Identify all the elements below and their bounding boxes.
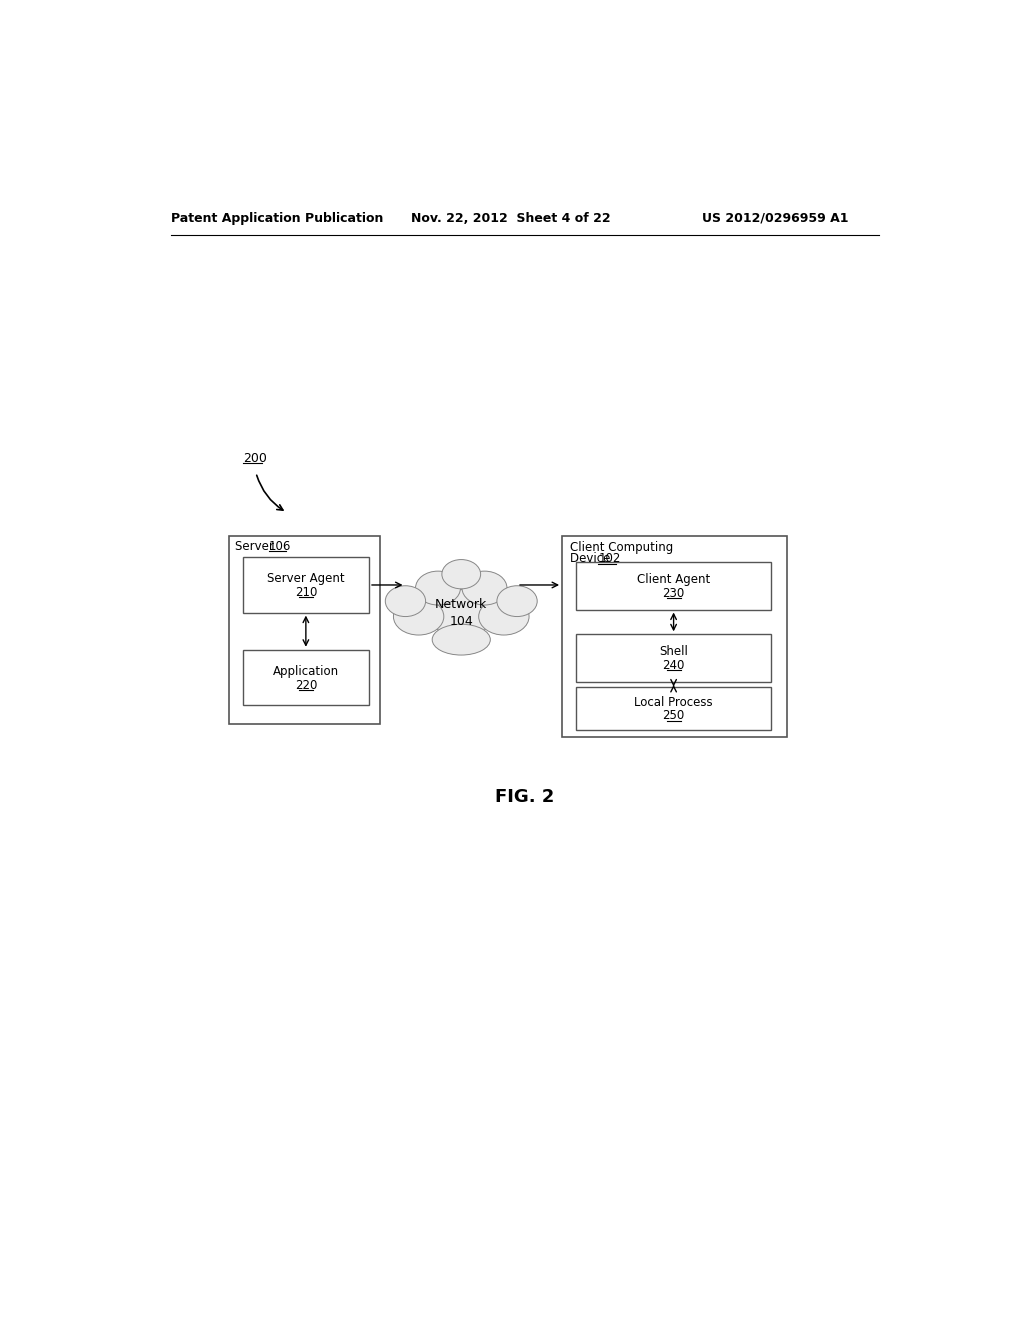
Ellipse shape <box>385 586 426 616</box>
Text: 200: 200 <box>243 453 266 465</box>
Ellipse shape <box>416 572 461 605</box>
Text: Server: Server <box>234 540 278 553</box>
Ellipse shape <box>393 598 443 635</box>
Ellipse shape <box>432 624 490 655</box>
Text: 220: 220 <box>295 678 317 692</box>
Text: Server Agent: Server Agent <box>267 573 345 585</box>
Text: Patent Application Publication: Patent Application Publication <box>171 213 383 224</box>
Text: 210: 210 <box>295 586 317 599</box>
Text: 250: 250 <box>663 709 685 722</box>
Text: Application: Application <box>272 665 339 677</box>
Ellipse shape <box>432 624 490 655</box>
FancyBboxPatch shape <box>243 557 369 612</box>
Ellipse shape <box>462 572 507 605</box>
Text: 230: 230 <box>663 587 685 601</box>
Ellipse shape <box>416 572 461 605</box>
Text: US 2012/0296959 A1: US 2012/0296959 A1 <box>701 213 848 224</box>
FancyBboxPatch shape <box>575 635 771 682</box>
Text: Local Process: Local Process <box>634 696 713 709</box>
FancyBboxPatch shape <box>562 536 786 738</box>
Text: Client Agent: Client Agent <box>637 573 711 586</box>
Ellipse shape <box>426 590 496 636</box>
Text: Shell: Shell <box>659 645 688 659</box>
Text: Client Computing: Client Computing <box>569 541 673 554</box>
Ellipse shape <box>442 560 480 589</box>
Text: 240: 240 <box>663 659 685 672</box>
Ellipse shape <box>385 586 426 616</box>
Ellipse shape <box>426 590 496 636</box>
Text: 104: 104 <box>450 615 473 628</box>
FancyBboxPatch shape <box>575 562 771 610</box>
Text: Nov. 22, 2012  Sheet 4 of 22: Nov. 22, 2012 Sheet 4 of 22 <box>411 213 610 224</box>
Text: Network: Network <box>435 598 487 611</box>
FancyBboxPatch shape <box>228 536 380 725</box>
Text: Device: Device <box>569 552 613 565</box>
Ellipse shape <box>478 598 529 635</box>
Ellipse shape <box>478 598 529 635</box>
FancyBboxPatch shape <box>243 649 369 705</box>
Ellipse shape <box>497 586 538 616</box>
Text: 106: 106 <box>269 540 292 553</box>
Ellipse shape <box>393 598 443 635</box>
Ellipse shape <box>462 572 507 605</box>
FancyBboxPatch shape <box>575 686 771 730</box>
Ellipse shape <box>442 560 480 589</box>
Ellipse shape <box>497 586 538 616</box>
Text: 102: 102 <box>598 552 621 565</box>
Text: FIG. 2: FIG. 2 <box>496 788 554 807</box>
